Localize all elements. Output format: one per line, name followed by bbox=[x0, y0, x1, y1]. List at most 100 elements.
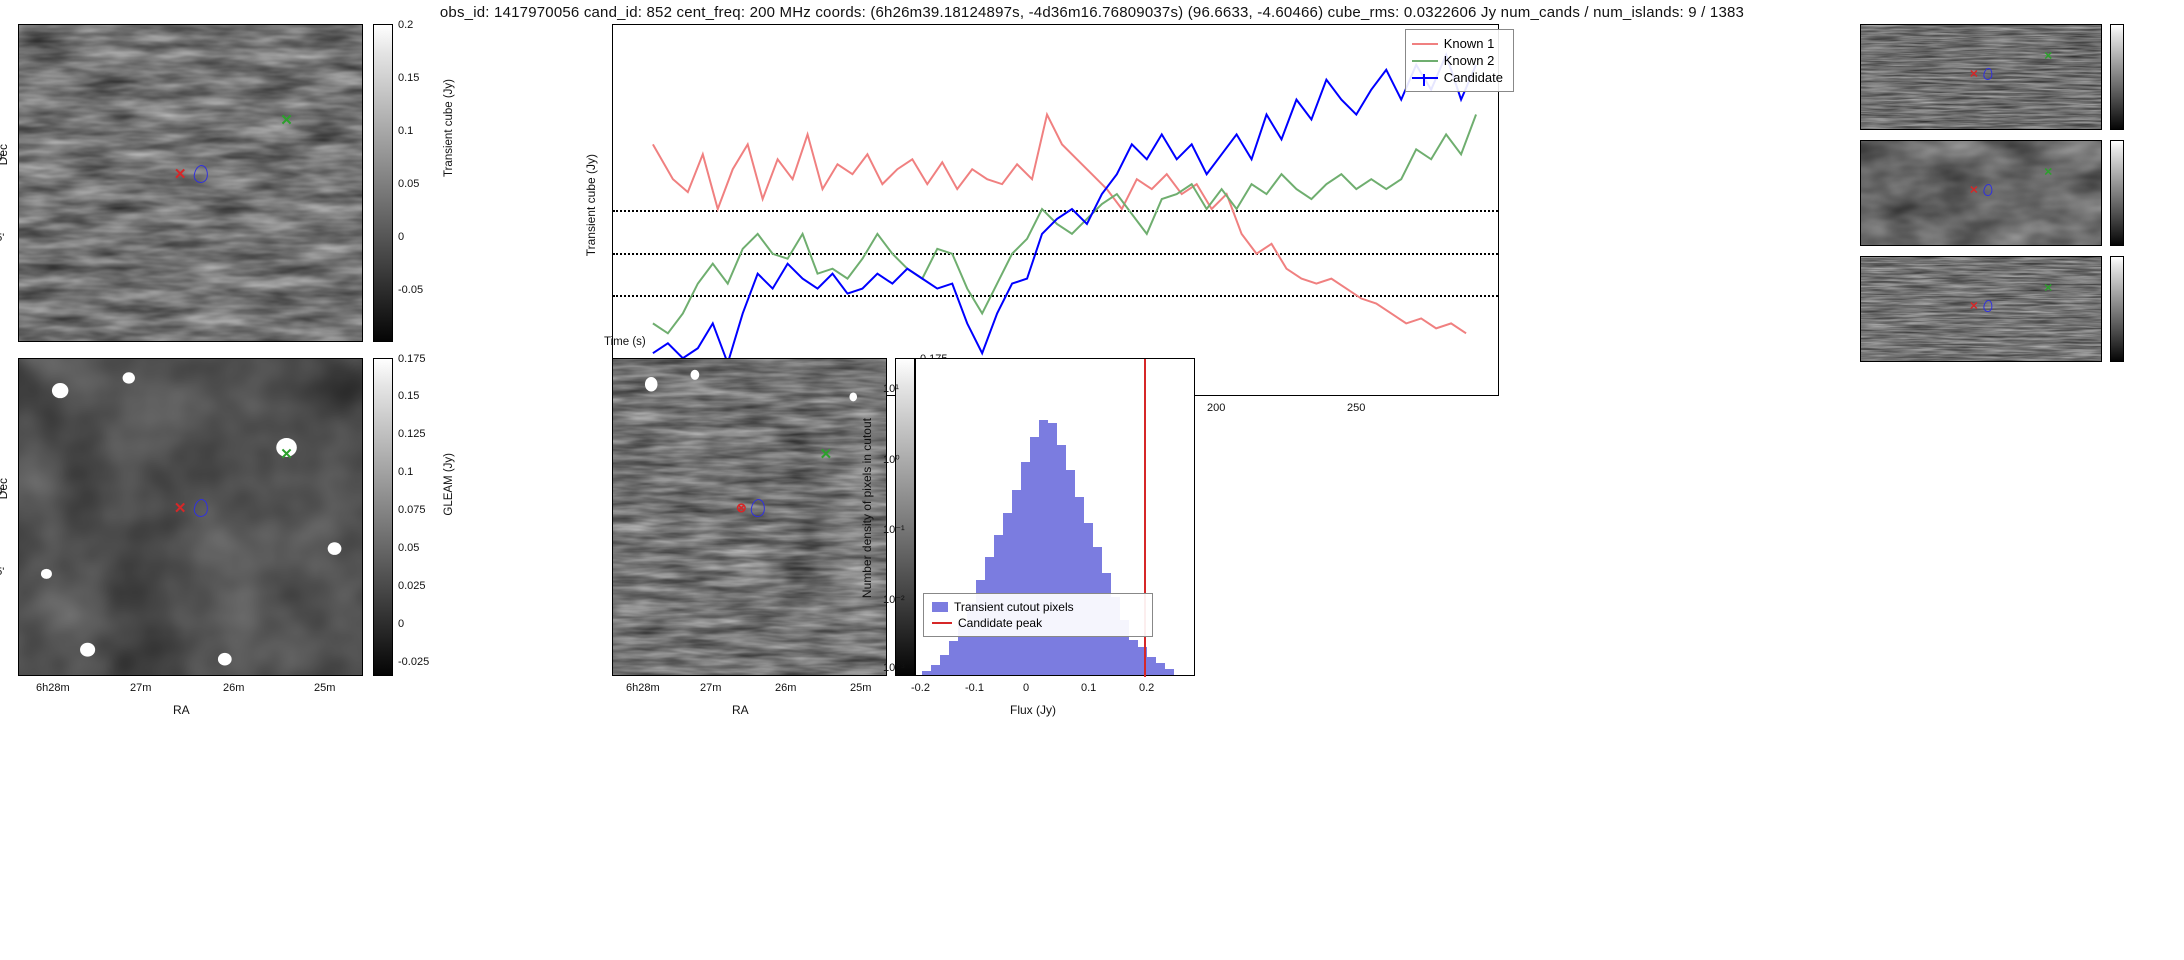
hist-ytick-3: 10⁰ bbox=[883, 453, 900, 466]
hist-xtick-0: -0.2 bbox=[911, 682, 930, 694]
time-marker-green[interactable]: ✕ bbox=[820, 445, 833, 463]
cb-tick-bl-1: 0.15 bbox=[398, 390, 419, 402]
hist-bar-18 bbox=[1075, 497, 1084, 675]
hist-bar-16 bbox=[1057, 445, 1066, 675]
hist-xtick-4: 0.2 bbox=[1139, 682, 1154, 694]
lightcurve-legend[interactable]: Known 1 Known 2 Candidate bbox=[1405, 29, 1514, 92]
histogram-panel: -0.2 -0.1 0 0.1 0.2 Flux (Jy) 10⁻³ 10⁻² … bbox=[915, 358, 1195, 676]
time-marker-red[interactable]: ⊗ bbox=[736, 500, 747, 516]
hist-bar-26 bbox=[1147, 657, 1156, 675]
cb-tick-topleft-0: 0.2 bbox=[398, 19, 413, 31]
known-source-marker-green[interactable]: ✕ bbox=[280, 111, 293, 129]
rms-image[interactable]: ✕ ✕ bbox=[1860, 24, 2102, 130]
time-colorbar[interactable] bbox=[895, 358, 915, 676]
hist-bar-17 bbox=[1066, 470, 1075, 675]
lc-xtick-4: 200 bbox=[1207, 402, 1225, 414]
histogram-legend[interactable]: Transient cutout pixels Candidate peak bbox=[923, 593, 1153, 637]
legend-label-known1: Known 1 bbox=[1444, 36, 1495, 51]
legend-label-pixels: Transient cutout pixels bbox=[954, 600, 1074, 614]
ra-tick2-2: 26m bbox=[223, 682, 244, 694]
hist-ytick-1: 10⁻² bbox=[883, 593, 905, 606]
hist-ytick-4: 10¹ bbox=[883, 383, 899, 395]
time-colorbar-title: Time (s) bbox=[604, 336, 646, 348]
rms-marker-green[interactable]: ✕ bbox=[2044, 50, 2053, 63]
cb-tick-topleft-1: 0.15 bbox=[398, 72, 419, 84]
hist-xtick-2: 0 bbox=[1023, 682, 1029, 694]
ra-tick2-1: 27m bbox=[130, 682, 151, 694]
tcg-marker-green[interactable]: ✕ bbox=[2044, 282, 2053, 295]
ra-tick3-0: 6h28m bbox=[626, 682, 660, 694]
hist-bar-27 bbox=[1156, 663, 1165, 675]
hist-bar-12 bbox=[1021, 462, 1030, 675]
spike-image[interactable]: ✕ ✕ bbox=[1860, 140, 2102, 246]
tcg-marker-red[interactable]: ✕ bbox=[1969, 299, 1978, 312]
dec-tick2-1: 30' bbox=[0, 486, 4, 498]
hist-ytick-0: 10⁻³ bbox=[883, 661, 905, 674]
hist-bar-3 bbox=[940, 655, 949, 675]
transient-cube-colorbar-title: Transient cube (Jy) bbox=[443, 79, 455, 177]
page-title: obs_id: 1417970056 cand_id: 852 cent_fre… bbox=[0, 4, 2184, 21]
hist-xlabel: Flux (Jy) bbox=[1010, 703, 1056, 717]
known-source-marker-red[interactable]: ✕ bbox=[174, 165, 187, 183]
transient-cube-colorbar[interactable] bbox=[373, 24, 393, 342]
hist-ylabel: Number density of pixels in cutout bbox=[860, 418, 874, 598]
dec-tick-2: 45' bbox=[0, 232, 4, 244]
spike-colorbar[interactable] bbox=[2110, 140, 2124, 246]
ra-tick3-3: 25m bbox=[850, 682, 871, 694]
time-image[interactable]: ⊗ ✕ bbox=[612, 358, 887, 676]
gleam-panel: ✕ ✕ Dec -4°15' 30' 45' -5°00' 6h28m 27m … bbox=[18, 358, 363, 676]
rms-panel: ✕ ✕ bbox=[1860, 24, 2102, 130]
ra-tick3-2: 26m bbox=[775, 682, 796, 694]
cb-tick-bl-8: -0.025 bbox=[398, 656, 429, 668]
hist-xtick-3: 0.1 bbox=[1081, 682, 1096, 694]
spike-panel: ✕ ✕ bbox=[1860, 140, 2102, 246]
cb-tick-bl-4: 0.075 bbox=[398, 504, 426, 516]
known-source-marker-red-2[interactable]: ✕ bbox=[174, 499, 187, 517]
spike-marker-red[interactable]: ✕ bbox=[1969, 183, 1978, 196]
cb-tick-bl-0: 0.175 bbox=[398, 353, 426, 365]
bottom-left-xlabel: RA bbox=[173, 703, 190, 717]
cb-tick-topleft-4: 0 bbox=[398, 231, 404, 243]
known-source-marker-green-2[interactable]: ✕ bbox=[280, 445, 293, 463]
time-xlabel: RA bbox=[732, 703, 749, 717]
dec-tick2-2: 45' bbox=[0, 566, 4, 578]
ra-tick3-1: 27m bbox=[700, 682, 721, 694]
cb-tick-bl-2: 0.125 bbox=[398, 428, 426, 440]
cb-tick-topleft-3: 0.05 bbox=[398, 178, 419, 190]
legend-label-known2: Known 2 bbox=[1444, 53, 1495, 68]
transient-cube-image[interactable]: ✕ ✕ bbox=[18, 24, 363, 342]
hist-ytick-2: 10⁻¹ bbox=[883, 523, 905, 536]
cb-tick-bl-7: 0 bbox=[398, 618, 404, 630]
cb-tick-bl-5: 0.05 bbox=[398, 542, 419, 554]
cb-tick-bl-3: 0.1 bbox=[398, 466, 413, 478]
lightcurve-panel: Known 1 Known 2 Candidate Transient cube… bbox=[612, 24, 1499, 396]
hist-xtick-1: -0.1 bbox=[965, 682, 984, 694]
lc-xtick-5: 250 bbox=[1347, 402, 1365, 414]
cb-tick-topleft-2: 0.1 bbox=[398, 125, 413, 137]
gleam-colorbar[interactable] bbox=[373, 358, 393, 676]
hist-bar-24 bbox=[1129, 640, 1138, 675]
dec-tick-1: 30' bbox=[0, 152, 4, 164]
lightcurve-chart[interactable] bbox=[612, 24, 1499, 396]
hist-bar-15 bbox=[1048, 423, 1057, 675]
tcg-panel: ✕ ✕ bbox=[1860, 256, 2102, 362]
hist-bar-2 bbox=[931, 665, 940, 675]
lightcurve-lines bbox=[613, 25, 1498, 395]
legend-label-candidate: Candidate bbox=[1444, 70, 1503, 85]
ra-tick2-0: 6h28m bbox=[36, 682, 70, 694]
hist-bar-13 bbox=[1030, 437, 1039, 675]
rms-marker-red[interactable]: ✕ bbox=[1969, 67, 1978, 80]
tcg-colorbar[interactable] bbox=[2110, 256, 2124, 362]
time-panel: ⊗ ✕ 6h28m 27m 26m 25m RA 0.175 0.15 0.12… bbox=[612, 358, 887, 676]
tcg-image[interactable]: ✕ ✕ bbox=[1860, 256, 2102, 362]
ra-tick2-3: 25m bbox=[314, 682, 335, 694]
spike-marker-green[interactable]: ✕ bbox=[2044, 166, 2053, 179]
gleam-image[interactable]: ✕ ✕ bbox=[18, 358, 363, 676]
rms-colorbar[interactable] bbox=[2110, 24, 2124, 130]
hist-bar-28 bbox=[1165, 669, 1174, 675]
hist-bar-4 bbox=[949, 641, 958, 675]
hist-bar-1 bbox=[922, 671, 931, 675]
gleam-colorbar-title: GLEAM (Jy) bbox=[443, 453, 455, 516]
transient-cube-panel: ✕ ✕ Dec -4°15' 30' 45' -5°00' 0.2 0.15 0… bbox=[18, 24, 363, 342]
cb-tick-topleft-5: -0.05 bbox=[398, 284, 423, 296]
